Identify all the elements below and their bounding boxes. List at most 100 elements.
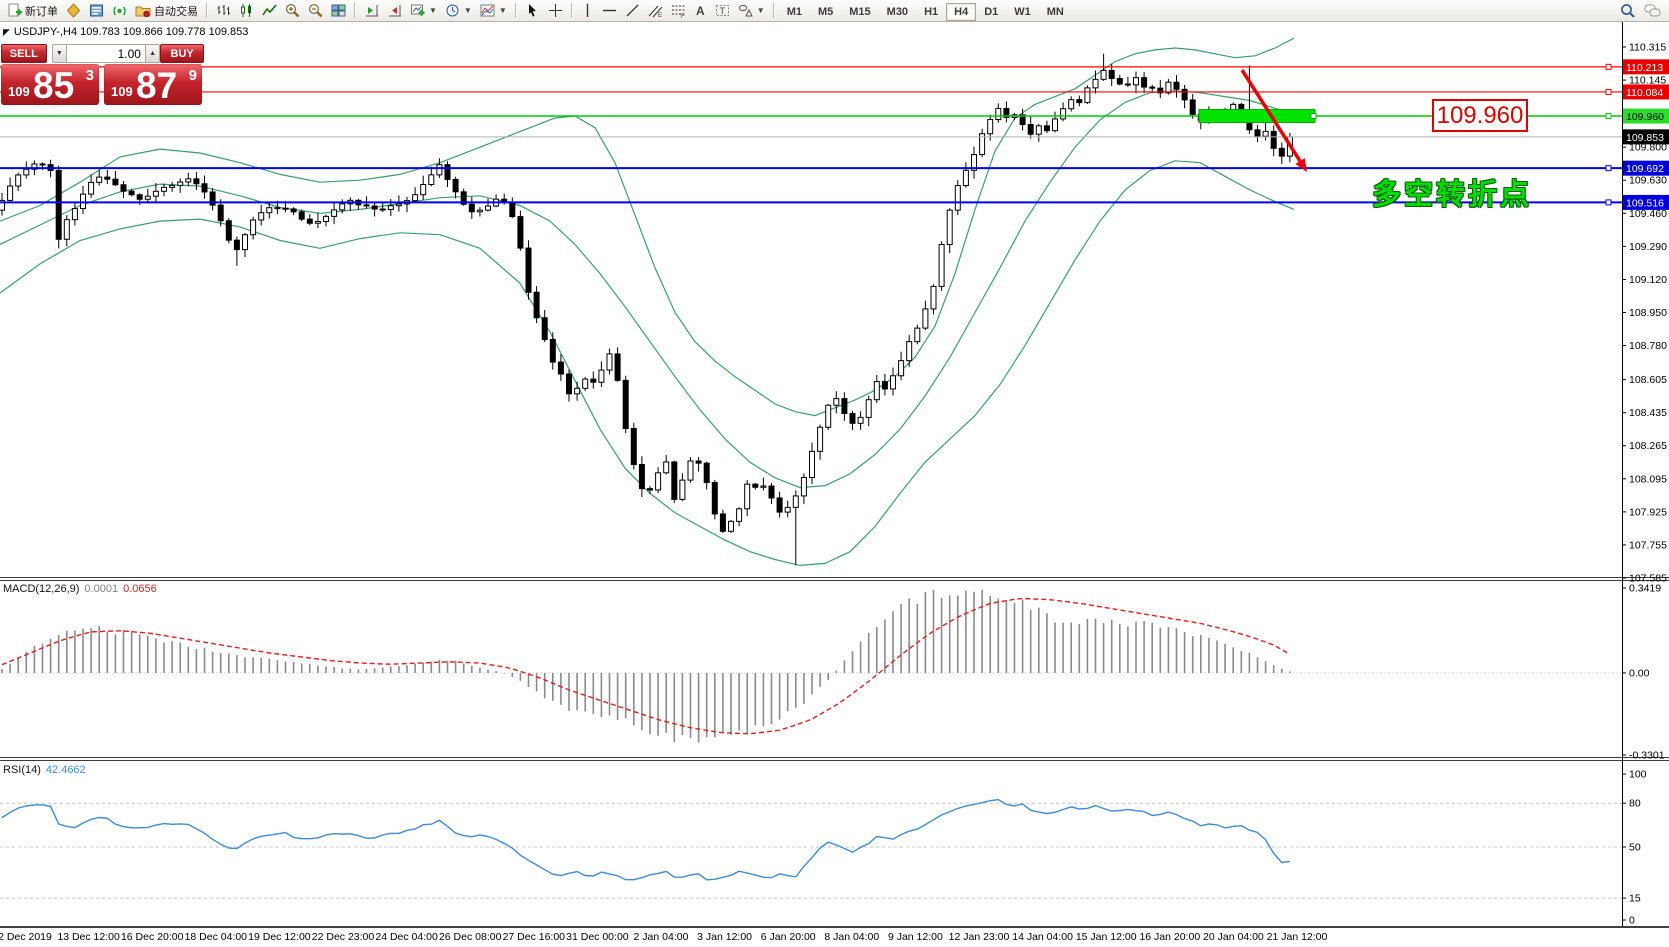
- svg-text:110.213: 110.213: [1626, 62, 1663, 74]
- cursor-tool-button[interactable]: [521, 1, 544, 21]
- rsi-label: RSI(14) 42.4662: [3, 764, 86, 776]
- volume-decrease-button[interactable]: ▼: [51, 44, 67, 63]
- toolbar-separator: [570, 3, 573, 18]
- bar-chart-icon: [216, 3, 231, 18]
- timeframe-h1[interactable]: H1: [924, 5, 939, 18]
- autotrading-button[interactable]: 自动交易: [131, 1, 202, 21]
- svg-text:15: 15: [1629, 893, 1641, 905]
- svg-text:15 Jan 12:00: 15 Jan 12:00: [1076, 931, 1137, 943]
- crosshair-tool-button[interactable]: [544, 1, 567, 21]
- shapes-icon: [738, 3, 753, 18]
- sell-button[interactable]: SELL: [1, 44, 47, 63]
- svg-text:8 Jan 04:00: 8 Jan 04:00: [824, 931, 879, 943]
- timeframe-mn[interactable]: MN: [1046, 5, 1064, 18]
- new-chart-icon: [410, 3, 425, 18]
- dropdown-caret-icon: ▼: [463, 6, 472, 15]
- text-tool[interactable]: A: [690, 1, 711, 21]
- buy-button[interactable]: BUY: [160, 44, 204, 63]
- channel-icon: E: [648, 3, 663, 18]
- sell-price-display[interactable]: 109 85 3: [1, 64, 99, 105]
- channel-tool[interactable]: E: [644, 1, 667, 21]
- timeframe-h4[interactable]: H4: [946, 2, 977, 21]
- search-icon: [1620, 3, 1636, 19]
- price-callout-box[interactable]: 109.960: [1432, 99, 1528, 132]
- svg-text:18 Dec 04:00: 18 Dec 04:00: [185, 931, 248, 943]
- svg-text:109.460: 109.460: [1629, 208, 1667, 220]
- buy-price-point: 9: [188, 67, 197, 84]
- buy-price-display[interactable]: 109 87 9: [104, 64, 202, 105]
- timeframe-w1[interactable]: W1: [1014, 5, 1031, 18]
- price-scale[interactable]: 110.315 110.145 109.800 109.630 109.460 109.2…: [1622, 42, 1669, 927]
- svg-text:107.755: 107.755: [1629, 539, 1667, 551]
- panel-separators[interactable]: [0, 22, 1669, 928]
- vertical-line-tool[interactable]: [577, 1, 598, 21]
- tile-windows-button[interactable]: [327, 1, 350, 21]
- zoom-in-icon: [285, 3, 300, 18]
- svg-text:109.800: 109.800: [1629, 142, 1667, 154]
- svg-text:108.950: 108.950: [1629, 307, 1667, 319]
- one-click-panel-toggle[interactable]: ◤: [3, 26, 10, 37]
- periods-dropdown[interactable]: ▼: [441, 1, 476, 21]
- volume-increase-button[interactable]: ▲: [144, 44, 161, 63]
- market-watch-button[interactable]: [85, 1, 108, 21]
- svg-text:108.780: 108.780: [1629, 340, 1667, 352]
- horizontal-line-tool[interactable]: [598, 1, 621, 21]
- new-order-button[interactable]: 新订单: [3, 1, 62, 21]
- drawing-objects[interactable]: [1198, 69, 1317, 172]
- auto-scroll-button[interactable]: [360, 1, 383, 21]
- timeframe-m5[interactable]: M5: [817, 5, 834, 18]
- fibonacci-tool[interactable]: F: [667, 1, 690, 21]
- trendline-tool[interactable]: [621, 1, 644, 21]
- timeframe-d1[interactable]: D1: [984, 5, 999, 18]
- zoom-out-button[interactable]: [304, 1, 327, 21]
- svg-text:22 Dec 23:00: 22 Dec 23:00: [312, 931, 375, 943]
- svg-text:16 Dec 20:00: 16 Dec 20:00: [121, 931, 184, 943]
- chat-button[interactable]: [1640, 1, 1666, 21]
- line-chart-mode-button[interactable]: [258, 1, 281, 21]
- dropdown-caret-icon: ▼: [498, 6, 507, 15]
- timeframe-m15[interactable]: M15: [849, 5, 871, 18]
- candlesticks: [0, 53, 1293, 566]
- macd-main-value: 0.0001: [84, 583, 119, 595]
- shapes-dropdown[interactable]: ▼: [734, 1, 769, 21]
- text-label-icon: T: [715, 3, 730, 18]
- signals-button[interactable]: [108, 1, 131, 21]
- time-scale[interactable]: 2 Dec 2019 13 Dec 12:00 16 Dec 20:00 18 Dec…: [0, 931, 1328, 943]
- volume-input[interactable]: [66, 44, 145, 63]
- svg-text:12 Jan 23:00: 12 Jan 23:00: [949, 931, 1010, 943]
- trendline-icon: [625, 3, 640, 18]
- svg-text:109.120: 109.120: [1629, 274, 1667, 286]
- svg-text:108.265: 108.265: [1629, 440, 1667, 452]
- svg-text:109.692: 109.692: [1626, 163, 1664, 175]
- svg-text:16 Jan 20:00: 16 Jan 20:00: [1139, 931, 1200, 943]
- vertical-line-icon: [581, 3, 594, 18]
- svg-text:109.290: 109.290: [1629, 241, 1667, 253]
- horizontal-line-objects[interactable]: [0, 63, 1622, 206]
- timeframe-m30[interactable]: M30: [886, 5, 909, 18]
- svg-text:109.630: 109.630: [1629, 175, 1667, 187]
- profiles-button[interactable]: [62, 1, 85, 21]
- chart-shift-button[interactable]: [383, 1, 406, 21]
- search-button[interactable]: [1616, 1, 1640, 21]
- zoom-in-button[interactable]: [281, 1, 304, 21]
- turning-point-note[interactable]: 多空转折点: [1372, 179, 1533, 211]
- dropdown-caret-icon: ▼: [756, 6, 765, 15]
- svg-text:109.960: 109.960: [1626, 111, 1664, 123]
- indicators-dropdown[interactable]: ▼: [476, 1, 511, 21]
- toolbar-separator: [772, 3, 775, 18]
- rsi-name: RSI(14): [3, 764, 41, 776]
- svg-text:80: 80: [1629, 798, 1641, 810]
- profile-icon: [66, 3, 81, 18]
- sell-price-point: 3: [85, 67, 94, 84]
- candlestick-mode-button[interactable]: [235, 1, 258, 21]
- tile-windows-icon: [331, 3, 346, 18]
- svg-text:50: 50: [1629, 842, 1641, 854]
- bar-chart-mode-button[interactable]: [212, 1, 235, 21]
- line-chart-icon: [262, 3, 277, 18]
- timeframe-m1[interactable]: M1: [786, 5, 802, 18]
- text-icon: A: [694, 3, 707, 18]
- label-tool[interactable]: T: [711, 1, 734, 21]
- svg-text:110.084: 110.084: [1626, 87, 1663, 99]
- new-chart-dropdown[interactable]: ▼: [406, 1, 441, 21]
